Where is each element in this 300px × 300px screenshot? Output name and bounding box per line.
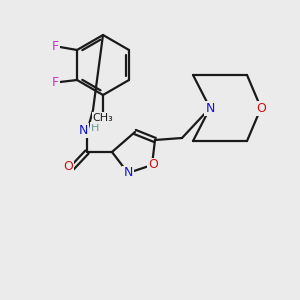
Text: N: N: [205, 101, 215, 115]
Text: N: N: [78, 124, 88, 136]
Text: O: O: [256, 101, 266, 115]
Text: CH₃: CH₃: [93, 113, 113, 123]
Text: F: F: [52, 40, 58, 53]
Text: H: H: [91, 123, 99, 133]
Text: F: F: [52, 76, 58, 88]
Text: O: O: [148, 158, 158, 172]
Text: O: O: [63, 160, 73, 173]
Text: N: N: [123, 167, 133, 179]
